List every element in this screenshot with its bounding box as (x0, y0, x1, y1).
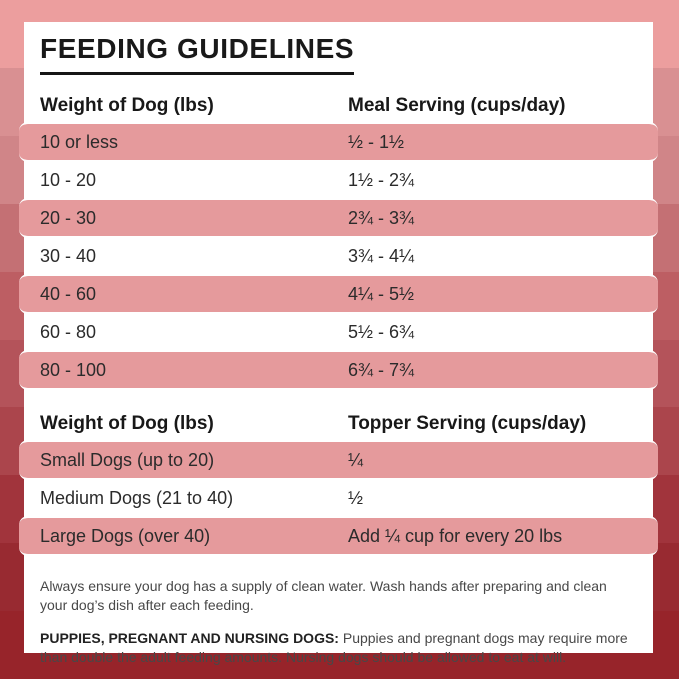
cell-serving: 6¾ - 7¾ (348, 359, 415, 380)
cell-weight: 60 - 80 (40, 321, 97, 342)
column-header-topper-serving: Topper Serving (cups/day) (348, 413, 587, 434)
cell-weight: 10 - 20 (40, 169, 97, 190)
cell-serving: 2¾ - 3¾ (348, 207, 415, 228)
table-row: 10 or less ½ - 1½ (19, 122, 658, 162)
cell-weight: 80 - 100 (40, 359, 107, 380)
water-note: Always ensure your dog has a supply of c… (40, 578, 607, 614)
table-row: Medium Dogs (21 to 40) ½ (40, 480, 637, 516)
column-header-weight: Weight of Dog (lbs) (40, 95, 214, 116)
feeding-guidelines-card: FEEDING GUIDELINES Weight of Dog (lbs) M… (19, 22, 658, 665)
column-header-weight: Weight of Dog (lbs) (40, 413, 214, 434)
cell-serving: Add ¼ cup for every 20 lbs (348, 525, 563, 546)
cell-serving: ¼ (348, 449, 364, 470)
table-row: Large Dogs (over 40) Add ¼ cup for every … (19, 516, 658, 556)
notes: Always ensure your dog has a supply of c… (40, 577, 637, 667)
table-row: 60 - 80 5½ - 6¾ (40, 314, 637, 350)
column-header-meal-serving: Meal Serving (cups/day) (348, 95, 566, 116)
page-title: FEEDING GUIDELINES (40, 35, 355, 75)
cell-serving: ½ - 1½ (348, 131, 405, 152)
cell-weight: Small Dogs (up to 20) (40, 449, 215, 470)
cell-serving: 3¾ - 4¼ (348, 245, 415, 266)
table-row: 80 - 100 6¾ - 7¾ (19, 350, 658, 390)
cell-weight: 30 - 40 (40, 245, 97, 266)
meal-table: 10 or less ½ - 1½ 10 - 20 1½ - 2¾ 20 - 30 2¾ … (19, 122, 658, 390)
cell-weight: Large Dogs (over 40) (40, 525, 211, 546)
special-note-text: Puppies and pregnant dogs may require mo… (40, 629, 628, 665)
table-row: 40 - 60 4¼ - 5½ (19, 274, 658, 314)
table-row: 10 - 20 1½ - 2¾ (40, 162, 637, 198)
meal-table-header: Weight of Dog (lbs) Meal Serving (cups/d… (40, 94, 637, 118)
cell-weight: Medium Dogs (21 to 40) (40, 487, 234, 508)
cell-serving: ½ (348, 487, 364, 508)
cell-weight: 20 - 30 (40, 207, 97, 228)
cell-weight: 40 - 60 (40, 283, 97, 304)
table-row: 20 - 30 2¾ - 3¾ (19, 198, 658, 238)
table-row: 30 - 40 3¾ - 4¼ (40, 238, 637, 274)
table-row: Small Dogs (up to 20) ¼ (19, 440, 658, 480)
cell-weight: 10 or less (40, 131, 119, 152)
topper-table: Small Dogs (up to 20) ¼ Medium Dogs (21 to… (19, 440, 658, 556)
cell-serving: 4¼ - 5½ (348, 283, 415, 304)
topper-table-header: Weight of Dog (lbs) Topper Serving (cups… (40, 412, 637, 436)
cell-serving: 1½ - 2¾ (348, 169, 415, 190)
cell-serving: 5½ - 6¾ (348, 321, 415, 342)
special-note: PUPPIES, PREGNANT AND NURSING DOGS: Pupp… (40, 629, 637, 668)
special-note-label: PUPPIES, PREGNANT AND NURSING DOGS: (40, 629, 339, 646)
